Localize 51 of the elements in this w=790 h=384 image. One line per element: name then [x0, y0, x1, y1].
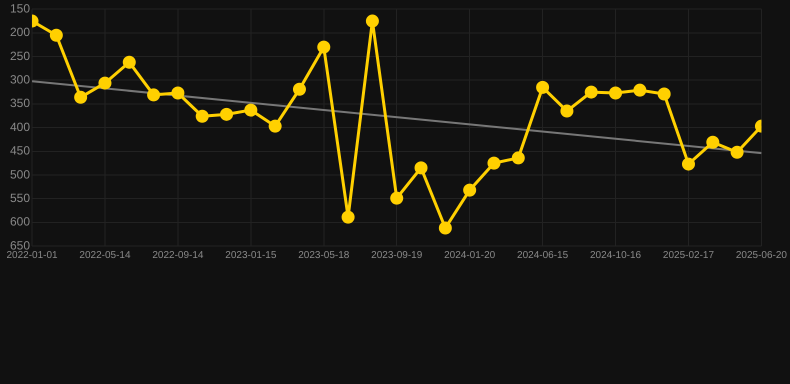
point — [317, 40, 330, 54]
y-tick-label: 450 — [10, 144, 30, 158]
y-tick-label: 250 — [10, 48, 30, 63]
x-tick-label: 2022-09-14 — [152, 250, 204, 261]
y-tick-label: 350 — [10, 96, 30, 110]
y-tick-label: 150 — [10, 2, 30, 16]
point — [414, 161, 428, 174]
x-tick-label: 2022-01-01 — [6, 250, 58, 261]
point — [609, 86, 622, 100]
x-tick-label: 2025-02-17 — [662, 250, 714, 261]
y-tick-label: 300 — [10, 72, 30, 87]
point — [658, 87, 671, 100]
y-tick-label: 400 — [10, 120, 30, 134]
point — [122, 56, 136, 69]
y-tick-label: 500 — [10, 167, 30, 182]
point — [487, 156, 500, 170]
point — [196, 110, 209, 123]
point — [512, 151, 525, 164]
y-tick-label: 200 — [10, 25, 30, 40]
point — [390, 192, 404, 205]
point — [98, 76, 112, 90]
point — [706, 136, 720, 149]
x-tick-label: 2025-06-20 — [736, 250, 788, 261]
point — [366, 14, 379, 28]
x-tick-label: 2024-01-20 — [444, 250, 496, 261]
point — [342, 210, 355, 224]
point — [584, 86, 598, 99]
x-tick-label: 2023-01-15 — [225, 250, 277, 261]
point — [147, 88, 160, 102]
y-tick-label: 650 — [10, 238, 30, 252]
point — [74, 90, 88, 104]
point — [463, 184, 476, 197]
x-tick-label: 2023-09-19 — [371, 250, 423, 261]
point — [438, 222, 452, 235]
point — [730, 146, 744, 159]
point — [50, 28, 63, 42]
point — [682, 158, 695, 171]
y-tick-label: 600 — [10, 214, 30, 229]
y-tick-label: 550 — [10, 190, 30, 205]
point — [220, 108, 234, 121]
x-tick-label: 2022-05-14 — [79, 250, 131, 261]
x-tick-label: 2023-05-18 — [298, 250, 350, 261]
point — [536, 80, 550, 94]
point — [292, 82, 306, 96]
point — [560, 104, 574, 118]
point — [268, 120, 282, 133]
x-tick-label: 2024-10-16 — [590, 250, 642, 261]
point — [244, 104, 258, 117]
point — [171, 86, 184, 100]
point — [633, 84, 646, 97]
x-tick-label: 2024-06-15 — [517, 250, 569, 261]
